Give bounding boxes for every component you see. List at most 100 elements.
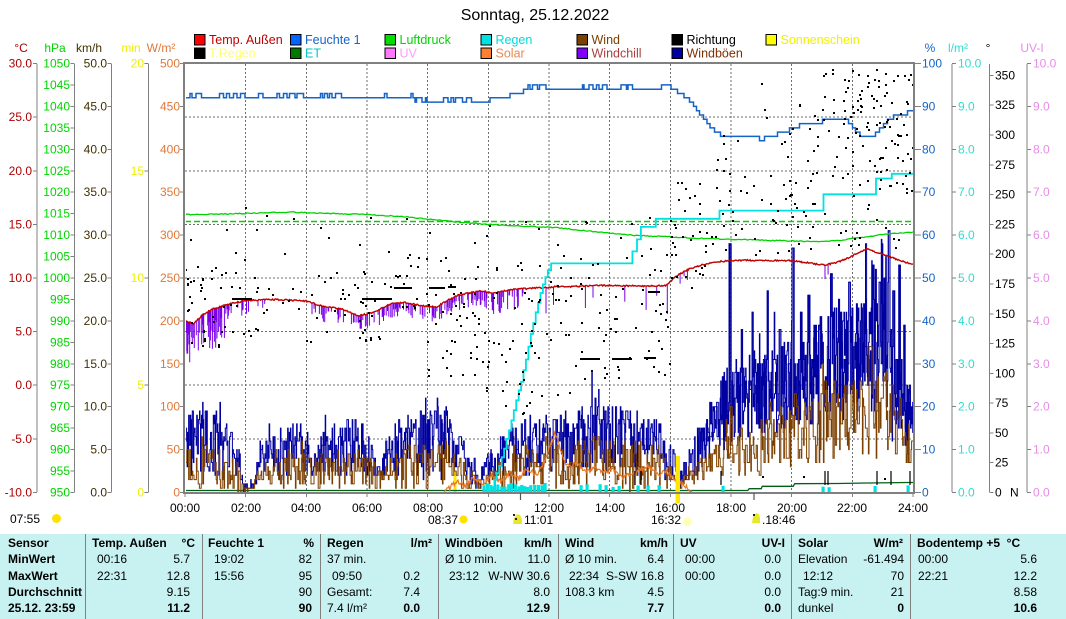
svg-text:90: 90 (922, 99, 936, 113)
svg-text:2.0: 2.0 (958, 400, 975, 414)
svg-text:1005: 1005 (43, 250, 70, 264)
svg-text:50: 50 (922, 271, 936, 285)
svg-text:00:00: 00:00 (170, 501, 200, 515)
svg-text:995: 995 (50, 292, 70, 306)
svg-text:35.0: 35.0 (84, 185, 108, 199)
svg-text:06:00: 06:00 (352, 501, 382, 515)
svg-text:80: 80 (922, 142, 936, 156)
svg-text:16:00: 16:00 (655, 501, 685, 515)
svg-text:75: 75 (995, 396, 1009, 410)
svg-text:5.0: 5.0 (15, 325, 32, 339)
svg-text:350: 350 (995, 68, 1015, 82)
svg-text:1010: 1010 (43, 228, 70, 242)
svg-text:°: ° (986, 41, 991, 55)
svg-text:175: 175 (995, 277, 1015, 291)
svg-text:0.0: 0.0 (90, 486, 107, 500)
svg-text:1.0: 1.0 (958, 443, 975, 457)
svg-text:100: 100 (160, 400, 180, 414)
svg-text:5.0: 5.0 (1033, 271, 1050, 285)
svg-text:hPa: hPa (44, 41, 66, 55)
svg-text:0.0: 0.0 (1033, 486, 1050, 500)
svg-text:16:32: 16:32 (651, 513, 681, 527)
svg-text:970: 970 (50, 400, 70, 414)
svg-text:°C: °C (14, 41, 28, 55)
svg-text:km/h: km/h (76, 41, 102, 55)
svg-text:30: 30 (922, 357, 936, 371)
svg-text:100: 100 (922, 57, 942, 71)
svg-text:08:00: 08:00 (413, 501, 443, 515)
svg-text:960: 960 (50, 443, 70, 457)
svg-text:1040: 1040 (43, 99, 70, 113)
svg-text:10:00: 10:00 (473, 501, 503, 515)
svg-text:200: 200 (995, 247, 1015, 261)
svg-text:15.0: 15.0 (9, 217, 33, 231)
svg-text:60: 60 (922, 228, 936, 242)
svg-text:50.0: 50.0 (84, 57, 108, 71)
svg-text:N: N (1010, 486, 1019, 500)
svg-text:14:00: 14:00 (595, 501, 625, 515)
svg-text:965: 965 (50, 421, 70, 435)
svg-text:250: 250 (995, 188, 1015, 202)
svg-text:l/m²: l/m² (948, 41, 968, 55)
svg-text:20: 20 (922, 400, 936, 414)
svg-text:4.0: 4.0 (958, 314, 975, 328)
svg-text:18:00: 18:00 (716, 501, 746, 515)
svg-text:Sonnenschein: Sonnenschein (781, 33, 860, 47)
svg-text:1000: 1000 (43, 271, 70, 285)
svg-text:30.0: 30.0 (9, 57, 33, 71)
svg-text:Regen: Regen (496, 33, 533, 47)
svg-text:6.0: 6.0 (958, 228, 975, 242)
svg-text:3.0: 3.0 (958, 357, 975, 371)
svg-text:5: 5 (137, 378, 144, 392)
svg-text:7.0: 7.0 (958, 185, 975, 199)
svg-text:7.0: 7.0 (1033, 185, 1050, 199)
svg-text:1035: 1035 (43, 121, 70, 135)
svg-text:20.0: 20.0 (9, 164, 33, 178)
svg-text:4.0: 4.0 (1033, 314, 1050, 328)
svg-text:30.0: 30.0 (84, 228, 108, 242)
svg-text:50: 50 (995, 426, 1009, 440)
svg-text:990: 990 (50, 314, 70, 328)
svg-text:70: 70 (922, 185, 936, 199)
svg-text:T.Regen: T.Regen (209, 47, 256, 61)
svg-text:5.0: 5.0 (90, 443, 107, 457)
svg-text:1050: 1050 (43, 57, 70, 71)
svg-text:UV-I: UV-I (1020, 41, 1043, 55)
svg-text:Wind: Wind (592, 33, 621, 47)
svg-text:-5.0: -5.0 (11, 432, 32, 446)
svg-text:11:01: 11:01 (524, 513, 553, 527)
svg-text:150: 150 (995, 307, 1015, 321)
svg-text:985: 985 (50, 335, 70, 349)
svg-text:Windchill: Windchill (592, 47, 642, 61)
svg-text:125: 125 (995, 337, 1015, 351)
svg-text:0: 0 (995, 486, 1002, 500)
svg-text:0: 0 (137, 486, 144, 500)
svg-text:20: 20 (131, 57, 145, 71)
svg-text:950: 950 (50, 486, 70, 500)
svg-text:10.0: 10.0 (958, 57, 982, 71)
svg-text:10.0: 10.0 (84, 400, 108, 414)
svg-text:0: 0 (173, 486, 180, 500)
svg-text:450: 450 (160, 99, 180, 113)
svg-text:Solar: Solar (496, 47, 525, 61)
svg-text:1045: 1045 (43, 78, 70, 92)
svg-text:975: 975 (50, 378, 70, 392)
svg-text:9.0: 9.0 (958, 99, 975, 113)
svg-text:3.0: 3.0 (1033, 357, 1050, 371)
svg-text:8.0: 8.0 (958, 142, 975, 156)
svg-text:1.0: 1.0 (1033, 443, 1050, 457)
svg-text:100: 100 (995, 366, 1015, 380)
svg-text:W/m²: W/m² (147, 41, 176, 55)
svg-text:300: 300 (995, 128, 1015, 142)
svg-text:955: 955 (50, 464, 70, 478)
svg-text:1020: 1020 (43, 185, 70, 199)
svg-text:6.0: 6.0 (1033, 228, 1050, 242)
svg-text:25.0: 25.0 (9, 110, 33, 124)
svg-text:275: 275 (995, 158, 1015, 172)
svg-text:225: 225 (995, 217, 1015, 231)
svg-text:.18:46: .18:46 (762, 513, 796, 527)
svg-text:8.0: 8.0 (1033, 142, 1050, 156)
svg-text:04:00: 04:00 (291, 501, 321, 515)
svg-text:UV: UV (400, 47, 418, 61)
svg-text:Windböen: Windböen (687, 47, 743, 61)
